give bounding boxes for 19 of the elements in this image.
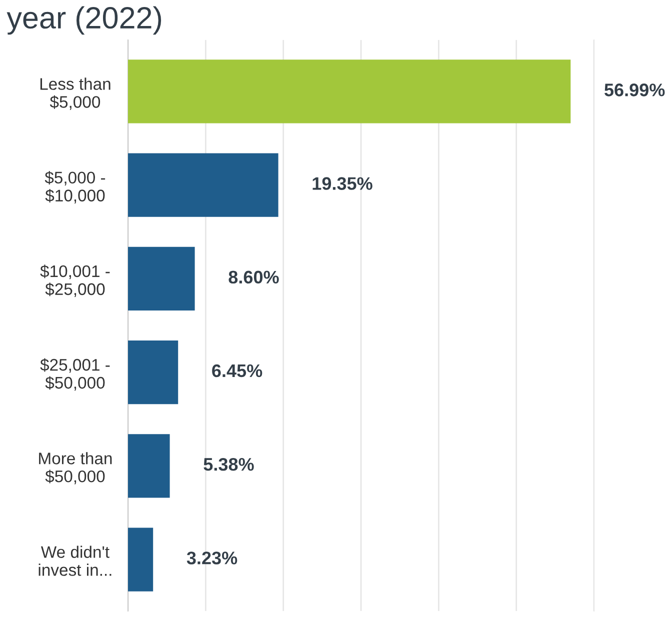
data-label: 3.23% [186,552,238,564]
bar [128,434,170,498]
y-tick-label: Less than $5,000 [40,78,110,110]
bar [128,340,178,404]
chart-title: year (2022) [6,6,162,35]
y-tick-label: $25,001 - $50,000 [40,358,110,391]
data-label: 5.38% [204,458,254,471]
y-tick-label: $10,001 - $25,000 [40,264,110,298]
data-label: 56.99% [604,84,665,96]
bar [128,246,195,311]
y-tick-label: More than $50,000 [39,452,112,484]
y-tick-label: $5,000 - $10,000 [44,171,106,204]
data-label: 19.35% [312,177,372,190]
data-label: 8.60% [228,270,279,284]
data-label: 6.45% [212,364,262,378]
bar [128,60,571,124]
y-tick-label: We didn't invest in... [38,546,112,576]
bar [128,528,154,592]
bar [128,153,278,217]
